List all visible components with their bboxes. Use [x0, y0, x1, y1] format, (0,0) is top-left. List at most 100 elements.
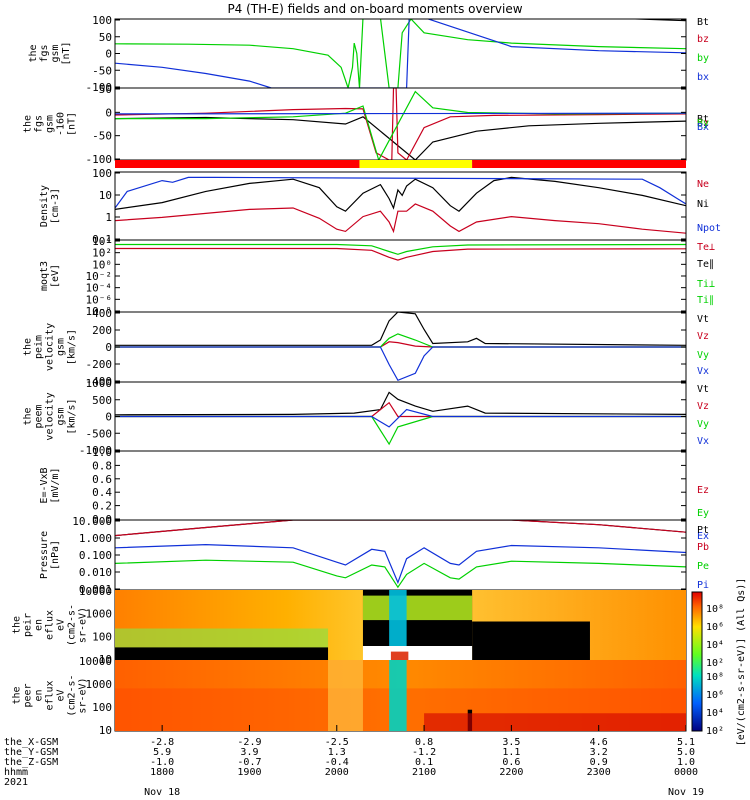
series-line-density-Ni [115, 176, 686, 212]
legend-temperature-Ti∥: Ti∥ [697, 295, 714, 306]
x-tick-label: 0.1 [415, 757, 433, 768]
y-tick-label: -100 [86, 81, 113, 94]
series-line-temperature-Te [115, 247, 686, 261]
svg-text:sr-eV): sr-eV) [78, 677, 89, 713]
y-tick-label: 100 [92, 701, 112, 714]
x-date-label: Nov 18 [144, 787, 180, 798]
status-segment [359, 160, 473, 168]
y-tick-label: 10⁻⁶ [86, 293, 113, 306]
panel-frame [114, 239, 687, 313]
legend-density-Ne: Ne [697, 179, 709, 190]
svg-text:the: the [28, 44, 39, 62]
series-line-pressure-Pe [115, 559, 686, 589]
y-tick-label: -1000 [79, 444, 112, 457]
y-tick-label: 100 [92, 14, 112, 27]
series-line-fgs_gse-Bx [115, 112, 686, 115]
y-tick-label: -400 [86, 375, 113, 388]
svg-text:peir: peir [23, 613, 34, 637]
svg-text:[mV/m]: [mV/m] [50, 467, 61, 503]
legend-fgs_gse-Bt: Bt [697, 114, 709, 125]
series-line-fgs_gsm-bx [115, 19, 686, 88]
y-tick-label: -500 [86, 427, 113, 440]
svg-text:[eV]: [eV] [50, 264, 61, 288]
x-tick-label: -2.8 [150, 737, 174, 748]
y-axis-label: the peer en eflux eV (cm2-s-sr-eV) [12, 674, 89, 716]
svg-text:en: en [34, 619, 45, 631]
y-axis-label: the peim velocity gsm [km/s] [23, 323, 78, 371]
svg-text:moqt3: moqt3 [39, 261, 50, 291]
x-tick-label: 1800 [150, 767, 174, 778]
legend-fgs_gse-Bz: Bz [697, 118, 709, 129]
svg-text:gsm: gsm [45, 115, 56, 133]
series-line-density-Npot [115, 176, 686, 209]
panel-frame [114, 450, 687, 521]
svg-text:en: en [34, 689, 45, 701]
panel-velocity_gsm: 400 200 0 -200 -400 the peim velocity gsm [km/s] V… [23, 307, 710, 388]
legend-temperature-Ti⊥: Ti⊥ [697, 279, 715, 290]
svg-text:eV: eV [56, 619, 67, 631]
svg-text:gsm: gsm [56, 407, 67, 425]
x-tick-label: 1.0 [677, 757, 695, 768]
svg-text:(cm2-s-: (cm2-s- [67, 604, 78, 646]
svg-text:Density: Density [39, 185, 50, 227]
x-row-label: hhmm [4, 767, 28, 778]
colorbar-tick: 10⁶ [706, 622, 724, 633]
svg-text:[eV/(cm2-s-sr-eV)] (All Qs)]: [eV/(cm2-s-sr-eV)] (All Qs)] [736, 578, 747, 747]
x-tick-label: 3.9 [240, 747, 258, 758]
x-tick-label: -2.9 [237, 737, 261, 748]
svg-text:E=-VxB: E=-VxB [39, 467, 50, 503]
y-tick-label: 100 [92, 630, 112, 643]
colorbar-tick: 10² [706, 726, 724, 737]
svg-text:[km/s]: [km/s] [67, 398, 78, 434]
spectrogram-peer [115, 660, 686, 731]
x-tick-label: 0.6 [502, 757, 520, 768]
y-tick-label: 10.000 [72, 515, 112, 528]
y-axis-label: the peir en eflux eV (cm2-s-sr-eV) [12, 604, 89, 646]
y-axis-label: the peem velocity gsm [km/s] [23, 392, 78, 440]
colorbar-tick: 10⁶ [706, 690, 724, 701]
y-tick-label: 1 [105, 211, 112, 224]
colorbar-tick: 10⁴ [706, 640, 724, 651]
svg-text:the: the [23, 338, 34, 356]
legend-temperature-Te⊥: Te⊥ [697, 242, 715, 253]
legend-efield-Ex: Ex [697, 531, 709, 542]
y-tick-label: 0.010 [79, 566, 112, 579]
x-tick-label: -1.0 [150, 757, 174, 768]
colorbar-tick: 10⁴ [706, 708, 724, 719]
legend-pressure-Pe: Pe [697, 561, 709, 572]
legend-velocity_gsm-Vz: Vz [697, 331, 709, 342]
y-tick-label: 0.2 [92, 500, 112, 513]
legend-fgs_gsm-Bt: Bt [697, 17, 709, 28]
svg-text:fgs: fgs [39, 44, 50, 62]
y-tick-label: 0.0 [92, 513, 112, 526]
svg-text:[nT]: [nT] [67, 112, 78, 136]
y-tick-label: 0.6 [92, 473, 112, 486]
svg-text:the: the [12, 616, 23, 634]
svg-text:peim: peim [34, 335, 45, 359]
x-tick-label: -0.4 [325, 757, 349, 768]
svg-text:eflux: eflux [45, 680, 56, 710]
y-tick-label: 0.001 [79, 583, 112, 596]
colorbar-tick: 10⁸ [706, 672, 724, 683]
svg-text:[cm-3]: [cm-3] [50, 188, 61, 224]
series-line-pressure-Pi [115, 543, 686, 585]
legend-velocity_gse-Vx: Vx [697, 436, 709, 447]
svg-text:-160: -160 [56, 112, 67, 136]
legend-fgs_gsm-bz: bz [697, 34, 709, 45]
panel-density: 100 10 1 0.1 Density [cm-3] Ne Ni Npot [39, 167, 721, 246]
series-line-pressure-Pb [115, 520, 686, 537]
svg-text:velocity: velocity [45, 392, 56, 440]
x-tick-label: 1.3 [328, 747, 346, 758]
y-tick-label: 10⁻² [86, 270, 113, 283]
y-axis-label: Pressure [nPa] [39, 531, 61, 579]
y-tick-label: 10000 [79, 655, 112, 668]
y-tick-label: 10⁻⁴ [86, 282, 113, 295]
colorbar-tick: 10² [706, 658, 724, 669]
y-tick-label: 10 [99, 653, 112, 666]
x-tick-label: 2200 [499, 767, 523, 778]
legend-pressure-Pi: Pi [697, 580, 709, 591]
svg-text:sr-eV): sr-eV) [78, 607, 89, 643]
